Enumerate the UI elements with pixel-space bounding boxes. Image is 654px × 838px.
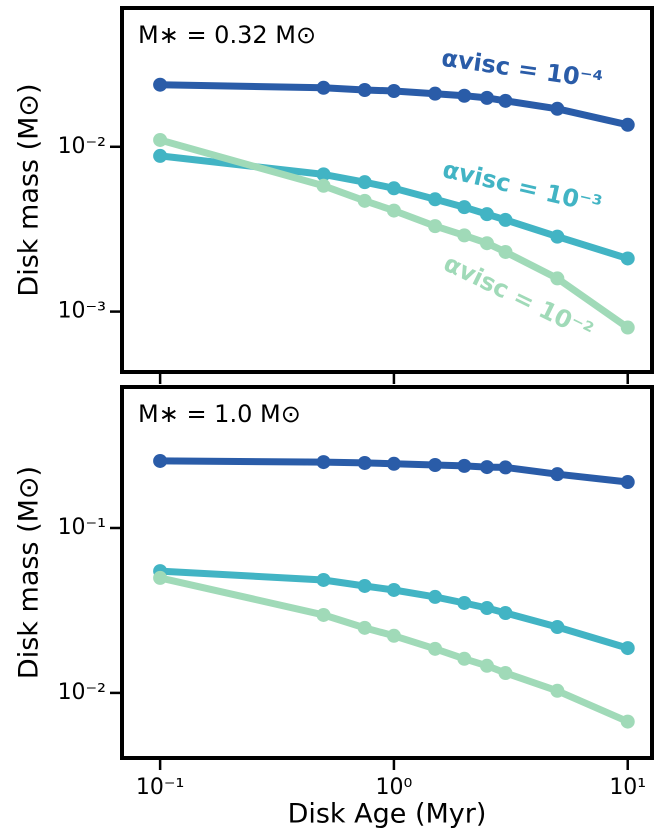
series-label: αvisc = 10⁻⁴ — [440, 44, 605, 94]
y-axis-label: Disk mass (M⊙) — [14, 466, 45, 679]
series-line — [156, 567, 632, 652]
data-point — [153, 570, 168, 585]
y-axis-label: Disk mass (M⊙) — [14, 83, 45, 296]
x-tick-label: 10⁰ — [376, 775, 413, 800]
y-tick-label: 10⁻² — [58, 680, 106, 705]
data-point — [357, 455, 372, 470]
data-point — [428, 457, 443, 472]
data-point — [550, 683, 565, 698]
data-point — [550, 229, 565, 244]
data-point — [316, 167, 331, 182]
data-point — [479, 460, 494, 475]
data-point — [620, 475, 635, 490]
data-point — [620, 714, 635, 729]
data-point — [153, 453, 168, 468]
data-point — [479, 236, 494, 251]
data-point — [316, 80, 331, 95]
series-line — [156, 81, 632, 129]
data-point — [620, 251, 635, 266]
data-point — [620, 117, 635, 132]
data-point — [620, 641, 635, 656]
data-point — [457, 595, 472, 610]
data-point — [457, 651, 472, 666]
data-point — [479, 90, 494, 105]
series-line — [156, 574, 632, 726]
data-point — [357, 175, 372, 190]
panel-annotation: M∗ = 1.0 M⊙ — [138, 400, 301, 428]
data-point — [498, 460, 513, 475]
data-point — [550, 619, 565, 634]
data-point — [498, 93, 513, 108]
y-tick-label: 10⁻¹ — [58, 515, 106, 540]
series-label: αvisc = 10⁻² — [439, 249, 597, 345]
data-point — [428, 219, 443, 234]
data-point — [550, 271, 565, 286]
panel-annotation: M∗ = 0.32 M⊙ — [138, 21, 316, 49]
data-point — [386, 582, 401, 597]
data-point — [153, 148, 168, 163]
data-point — [428, 589, 443, 604]
data-point — [457, 458, 472, 473]
y-tick-label: 10⁻³ — [58, 299, 106, 324]
series-line — [156, 152, 632, 262]
plot-frame — [120, 385, 654, 760]
data-point — [457, 228, 472, 243]
data-point — [457, 88, 472, 103]
x-tick-label: 10⁻¹ — [136, 775, 184, 800]
x-tick-label: 10¹ — [609, 775, 646, 800]
plot-frame — [120, 6, 654, 374]
data-point — [357, 83, 372, 98]
data-point — [550, 467, 565, 482]
data-point — [153, 132, 168, 147]
data-point — [428, 192, 443, 207]
data-point — [498, 212, 513, 227]
data-point — [357, 620, 372, 635]
data-point — [550, 101, 565, 116]
data-point — [357, 193, 372, 208]
data-point — [479, 207, 494, 222]
data-point — [428, 86, 443, 101]
data-point — [386, 83, 401, 98]
data-point — [316, 607, 331, 622]
data-point — [479, 601, 494, 616]
series-line — [156, 457, 632, 486]
data-point — [457, 200, 472, 215]
y-tick-label: 10⁻² — [58, 134, 106, 159]
x-axis-label: Disk Age (Myr) — [288, 799, 487, 830]
data-point — [316, 178, 331, 193]
data-point — [357, 578, 372, 593]
data-point — [316, 572, 331, 587]
data-point — [153, 77, 168, 92]
data-point — [428, 641, 443, 656]
data-point — [386, 628, 401, 643]
data-point — [498, 666, 513, 681]
data-point — [498, 244, 513, 259]
series-line — [156, 136, 632, 332]
data-point — [316, 455, 331, 470]
data-point — [498, 606, 513, 621]
data-point — [386, 456, 401, 471]
data-point — [620, 320, 635, 335]
data-point — [479, 658, 494, 673]
data-point — [386, 203, 401, 218]
data-point — [386, 181, 401, 196]
